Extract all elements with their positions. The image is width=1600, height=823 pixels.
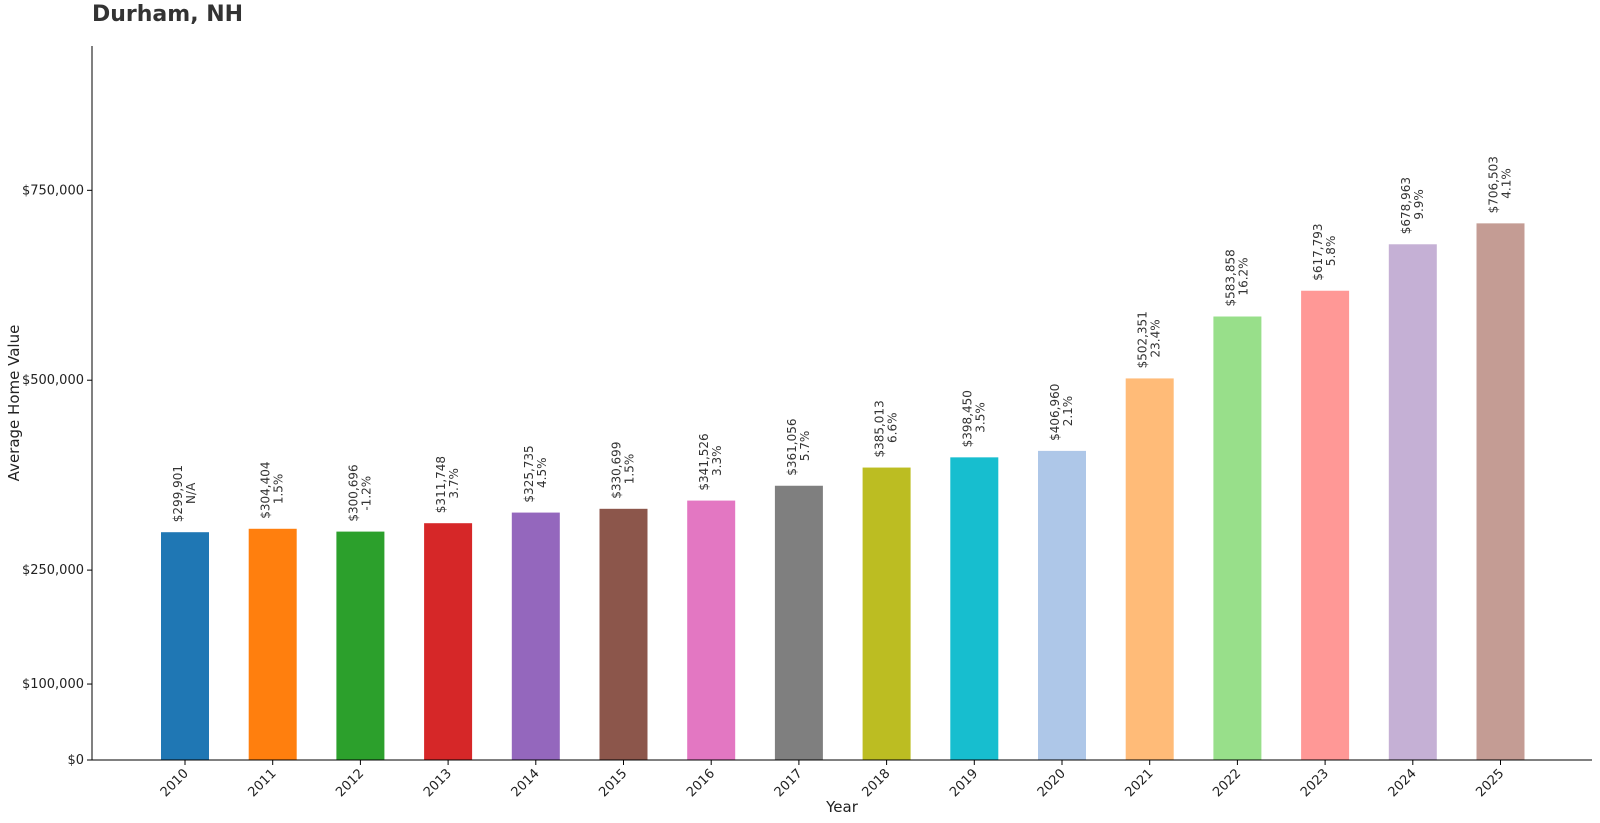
y-axis-title: Average Home Value <box>5 325 23 482</box>
x-tick-label: 2011 <box>246 766 280 800</box>
x-axis-title: Year <box>825 798 859 816</box>
bar-2024 <box>1388 244 1437 760</box>
value-label: $398,450 <box>960 390 974 447</box>
bar-2018 <box>862 467 911 760</box>
bar-2020 <box>1038 450 1086 760</box>
change-label: 3.7% <box>447 468 461 499</box>
value-label: $341,526 <box>697 433 711 490</box>
change-label: 5.7% <box>798 431 812 462</box>
x-ticks-group: 2010 2011 2012 2013 2014 2015 2016 2017 2018 2019… <box>158 760 1507 800</box>
bar-2025 <box>1476 223 1525 761</box>
bar-2013 <box>424 523 473 760</box>
x-tick-label: 2014 <box>509 766 543 800</box>
x-tick-label: 2018 <box>859 766 893 800</box>
value-label: $325,735 <box>522 445 536 502</box>
change-label: 1.5% <box>623 454 637 485</box>
value-label: $299,901 <box>171 465 185 522</box>
y-ticks-group: $0 $100,000 $250,000 $500,000 $750,000 <box>22 183 92 768</box>
x-tick-label: 2023 <box>1298 766 1332 800</box>
value-label: $311,748 <box>434 456 448 513</box>
bar-2014 <box>511 512 560 760</box>
y-tick-label: $250,000 <box>22 563 84 578</box>
change-label: 1.5% <box>272 474 286 505</box>
change-label: 3.5% <box>973 402 987 433</box>
y-tick-label: $500,000 <box>22 373 84 388</box>
bar-2015 <box>599 508 648 760</box>
value-label: $678,963 <box>1399 177 1413 234</box>
y-tick-label: $0 <box>67 753 84 768</box>
change-label: 5.8% <box>1324 236 1338 267</box>
value-label: $361,056 <box>785 418 799 475</box>
value-label: $706,503 <box>1487 156 1501 213</box>
bar-2016 <box>687 500 736 760</box>
x-tick-label: 2012 <box>333 766 367 800</box>
value-label: $406,960 <box>1048 384 1062 441</box>
change-label: 4.5% <box>535 457 549 488</box>
change-label: 4.1% <box>1500 168 1514 199</box>
change-label: 16.2% <box>1236 257 1250 295</box>
value-label: $583,858 <box>1223 249 1237 306</box>
x-tick-label: 2015 <box>596 766 630 800</box>
bar-2017 <box>774 485 823 760</box>
bar-2011 <box>248 528 297 760</box>
x-tick-label: 2024 <box>1386 766 1420 800</box>
x-tick-label: 2017 <box>772 766 806 800</box>
change-label: N/A <box>184 482 198 504</box>
change-label: 9.9% <box>1412 189 1426 220</box>
x-tick-label: 2021 <box>1123 766 1157 800</box>
change-label: 2.1% <box>1061 396 1075 427</box>
data-labels-group: $299,901 N/A $304,404 1.5% $300,696 -1.2% $311… <box>171 156 1514 522</box>
change-label: 23.4% <box>1149 319 1163 357</box>
y-tick-label: $750,000 <box>22 183 84 198</box>
x-tick-label: 2022 <box>1210 766 1244 800</box>
x-tick-label: 2013 <box>421 766 455 800</box>
bar-2012 <box>336 531 385 760</box>
value-label: $385,013 <box>873 400 887 457</box>
bar-2022 <box>1213 316 1262 760</box>
x-tick-label: 2019 <box>947 766 981 800</box>
value-label: $617,793 <box>1311 223 1325 280</box>
bar-2023 <box>1301 290 1350 760</box>
value-label: $330,699 <box>610 442 624 499</box>
chart-title: Durham, NH <box>92 2 244 27</box>
bar-2010 <box>161 532 209 760</box>
bar-2021 <box>1125 378 1174 760</box>
y-tick-label: $100,000 <box>22 677 84 692</box>
value-label: $300,696 <box>346 464 360 521</box>
x-tick-label: 2025 <box>1473 766 1507 800</box>
bar-2019 <box>950 457 999 760</box>
value-label: $304,404 <box>259 462 273 519</box>
change-label: 3.3% <box>710 445 724 476</box>
bars-group <box>161 223 1525 761</box>
change-label: -1.2% <box>359 476 373 511</box>
change-label: 6.6% <box>886 412 900 443</box>
x-tick-label: 2020 <box>1035 766 1069 800</box>
x-tick-label: 2016 <box>684 766 718 800</box>
value-label: $502,351 <box>1136 311 1150 368</box>
x-tick-label: 2010 <box>158 766 192 800</box>
